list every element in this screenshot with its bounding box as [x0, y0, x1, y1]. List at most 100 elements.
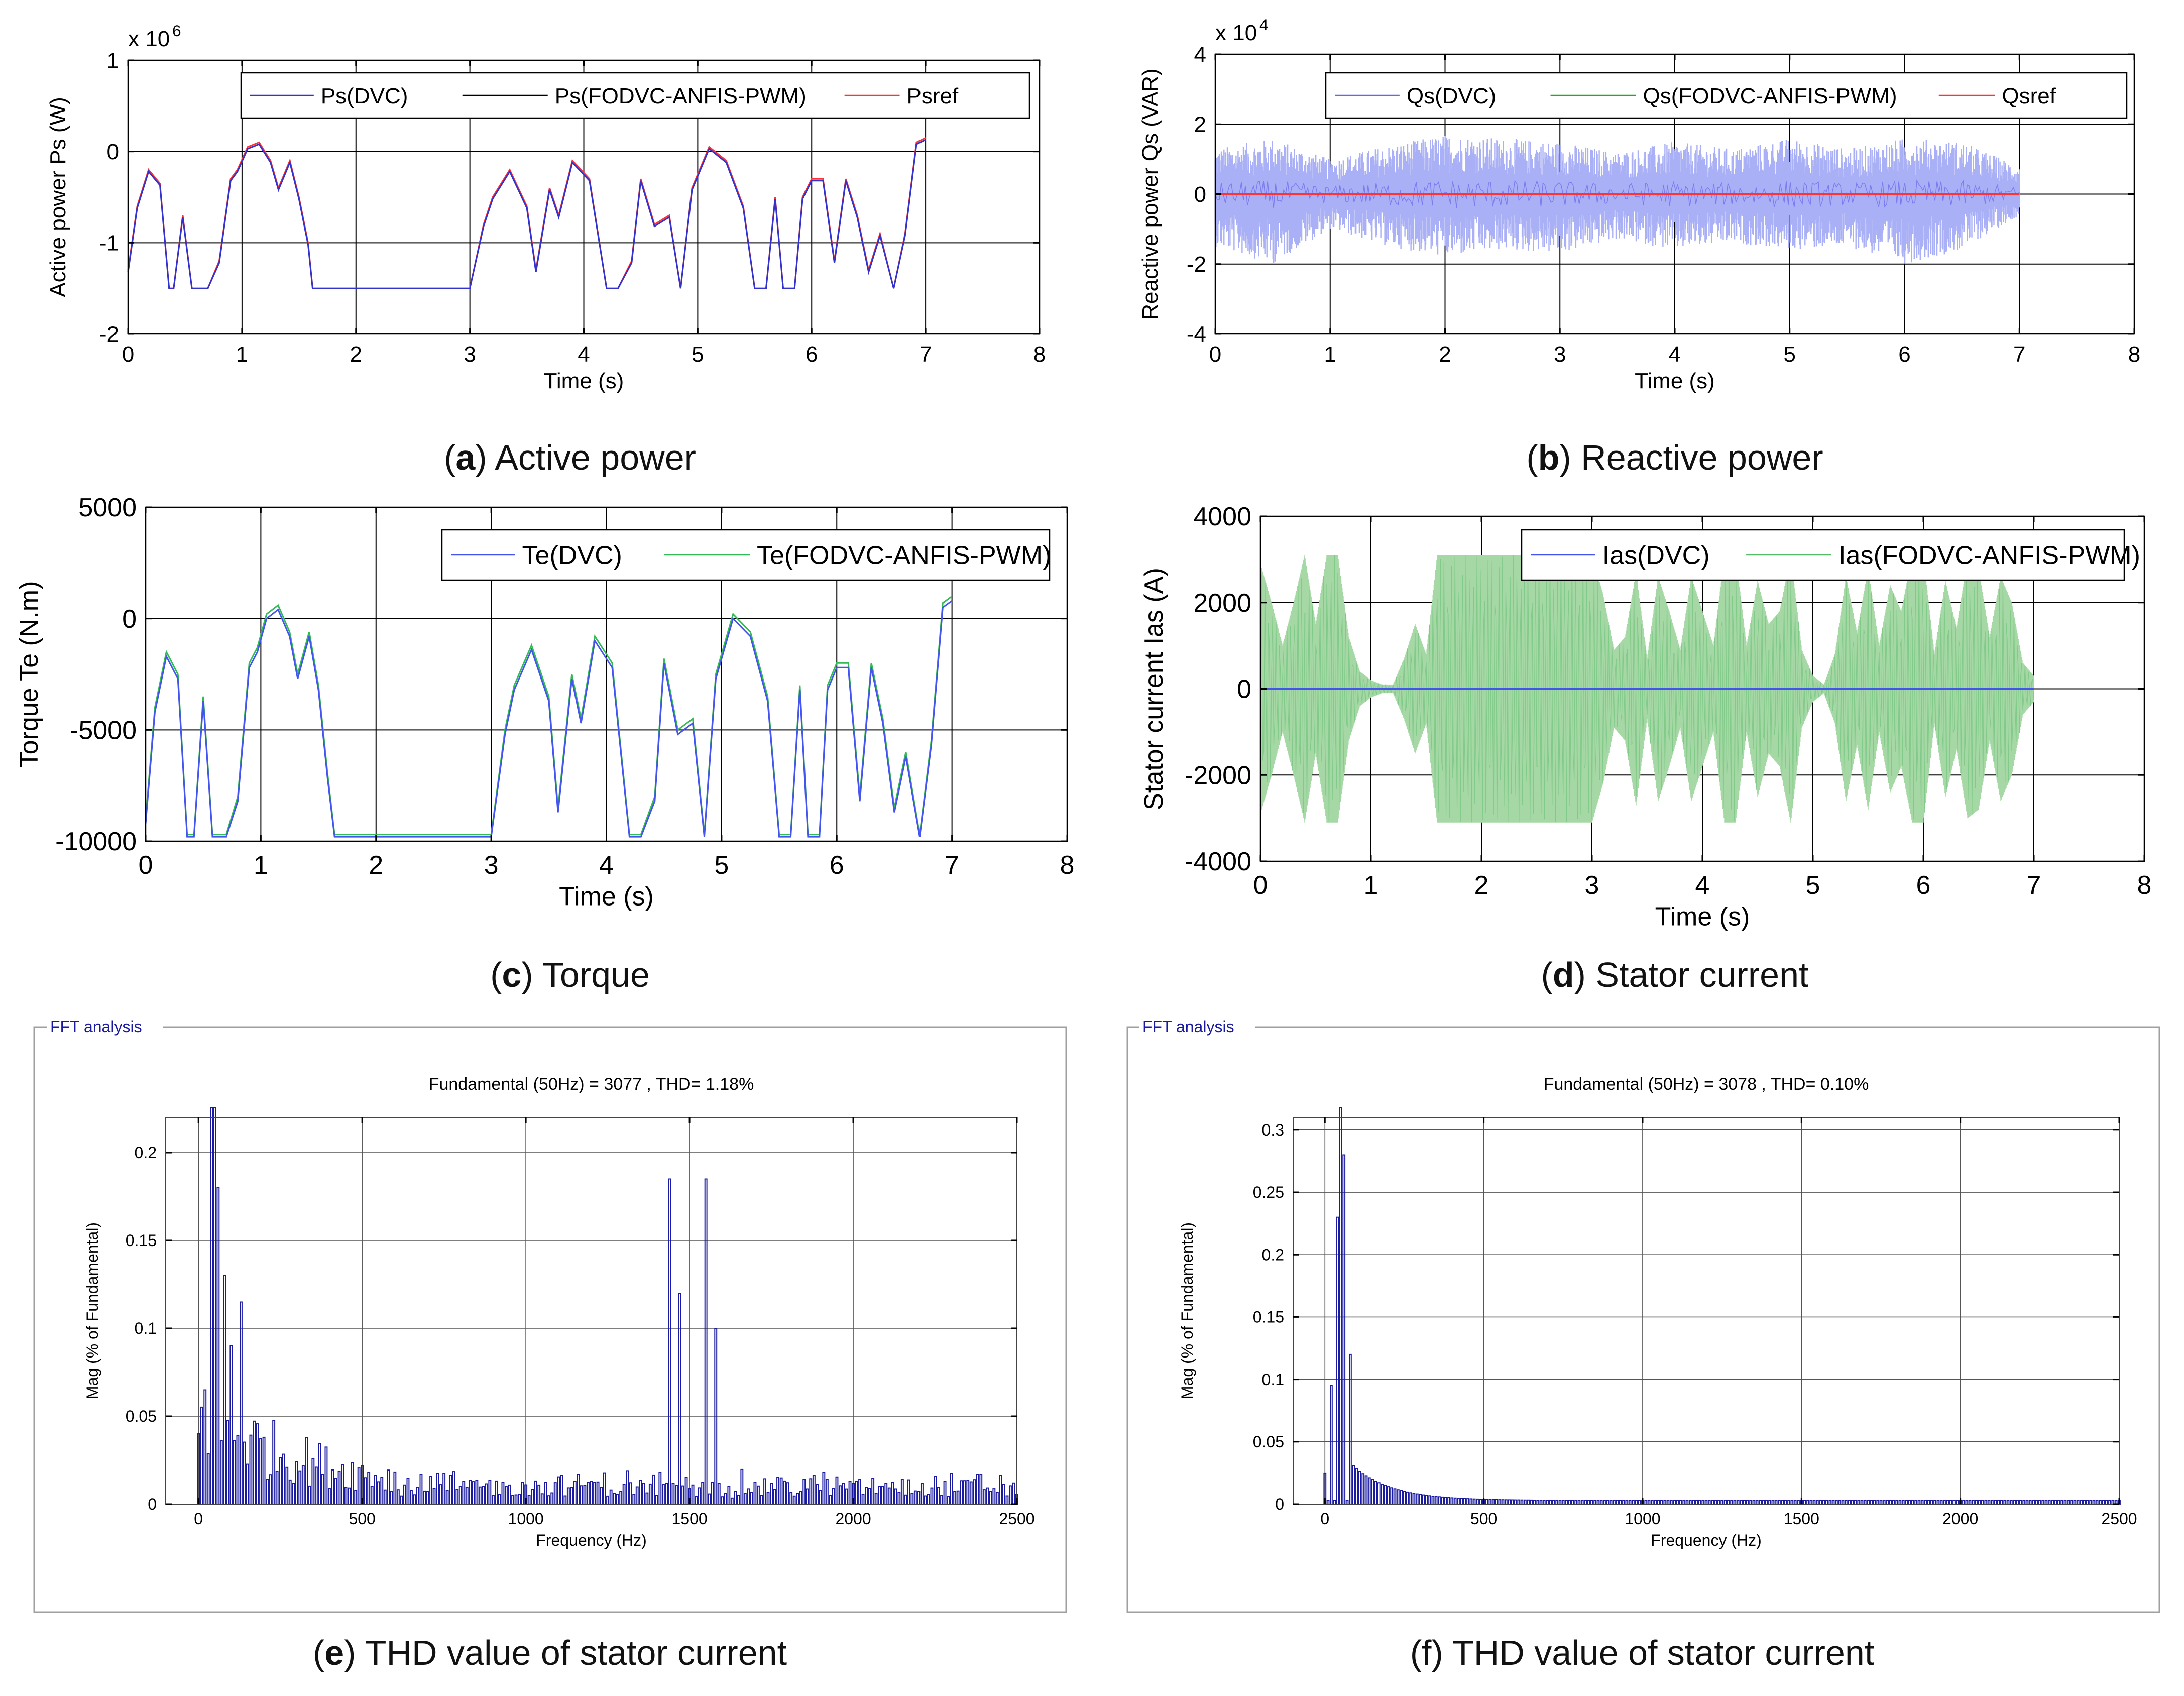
xtick-label-a-2: 2	[350, 342, 362, 367]
xtick-label-c-3: 3	[484, 851, 499, 880]
ytick-label-d-0: -4000	[1185, 847, 1251, 876]
xtick-label-f-4: 2000	[1942, 1510, 1978, 1528]
axes-frame-f	[1293, 1117, 2120, 1505]
fft-title-f: Fundamental (50Hz) = 3078 , THD= 0.10%	[1544, 1075, 1869, 1094]
xtick-label-a-7: 7	[919, 342, 932, 367]
ytick-label-e-2: 0.1	[135, 1319, 157, 1337]
xtick-label-e-5: 2500	[999, 1510, 1034, 1528]
x-axis-label-b: Time (s)	[1635, 369, 1715, 393]
legend-label-d-1: Ias(FODVC-ANFIS-PWM)	[1838, 541, 2140, 571]
ytick-label-f-5: 0.25	[1253, 1183, 1284, 1201]
xtick-label-e-0: 0	[194, 1510, 203, 1528]
x-axis-label-a: Time (s)	[544, 369, 624, 393]
caption-d: (d) Stator current	[1541, 955, 1809, 994]
ytick-label-a-1: -1	[99, 231, 119, 256]
ytick-label-e-3: 0.15	[126, 1231, 157, 1250]
ytick-label-c-0: -10000	[55, 827, 137, 856]
xtick-label-d-7: 7	[2027, 871, 2041, 900]
xtick-label-b-0: 0	[1209, 342, 1221, 367]
x-axis-label-f: Frequency (Hz)	[1651, 1531, 1762, 1549]
xtick-label-e-1: 500	[349, 1510, 375, 1528]
ytick-label-d-3: 2000	[1193, 589, 1251, 618]
ytick-label-d-2: 0	[1237, 675, 1251, 704]
xtick-label-c-7: 7	[945, 851, 959, 880]
fft-frame-e	[33, 1026, 1067, 1613]
caption-f: (f) THD value of stator current	[1410, 1633, 1875, 1672]
caption-a: (a) Active power	[444, 438, 696, 477]
panel-active-power: 0 1 2 3 4 5 6 7 8 -2 -1 0 1 Time (s) Active power Ps (…	[46, 22, 1046, 393]
exponent-label-b: x 10	[1215, 21, 1257, 45]
fft-frame-f	[1126, 1026, 2160, 1613]
ytick-label-b-3: 2	[1194, 112, 1206, 137]
ytick-label-f-0: 0	[1275, 1495, 1284, 1513]
ytick-label-e-1: 0.05	[126, 1407, 157, 1425]
x-axis-label-d: Time (s)	[1655, 902, 1750, 931]
plot-area-f	[1293, 1117, 2119, 1504]
xtick-label-c-1: 1	[254, 851, 268, 880]
xtick-label-c-6: 6	[830, 851, 844, 880]
xtick-label-a-6: 6	[806, 342, 818, 367]
xtick-label-a-3: 3	[464, 342, 476, 367]
axes-frame-e	[165, 1117, 1017, 1505]
xtick-label-b-2: 2	[1439, 342, 1451, 367]
y-axis-label-f: Mag (% of Fundamental)	[1178, 1222, 1196, 1399]
xtick-label-b-7: 7	[2013, 342, 2025, 367]
xtick-label-f-5: 2500	[2101, 1510, 2137, 1528]
caption-e: (e) THD value of stator current	[313, 1633, 787, 1672]
ytick-label-e-4: 0.2	[135, 1144, 157, 1162]
ytick-label-c-2: 0	[122, 605, 137, 634]
xtick-label-a-5: 5	[692, 342, 704, 367]
xtick-label-f-0: 0	[1320, 1510, 1329, 1528]
xtick-label-d-4: 4	[1695, 871, 1710, 900]
ytick-label-f-2: 0.1	[1262, 1371, 1284, 1389]
xtick-label-d-3: 3	[1585, 871, 1599, 900]
exponent-power-a: 6	[172, 22, 181, 40]
series-line-a-ps-dvc-	[127, 139, 926, 289]
panel-fft-dvc: 0 500 1000 1500 2000 2500 0 0.05 0.1 0.15 0.2 Frequ…	[47, 1017, 1035, 1549]
ytick-label-c-3: 5000	[78, 493, 137, 522]
xtick-label-c-5: 5	[714, 851, 729, 880]
x-axis-label-e: Frequency (Hz)	[536, 1531, 647, 1549]
ytick-label-a-2: 0	[107, 140, 119, 164]
series-line-d-ias-fodvc-anfis-pwm-	[1260, 555, 2034, 823]
xtick-label-e-2: 1000	[508, 1510, 544, 1528]
xtick-label-d-8: 8	[2137, 871, 2152, 900]
legend-label-b-0: Qs(DVC)	[1407, 84, 1496, 108]
y-axis-label-d: Stator current Ias (A)	[1139, 568, 1169, 810]
ytick-label-a-0: -2	[99, 322, 119, 347]
ytick-label-e-0: 0	[148, 1495, 157, 1513]
legend-label-a-1: Ps(FODVC-ANFIS-PWM)	[555, 84, 807, 108]
legend-label-b-2: Qsref	[2002, 84, 2056, 108]
caption-c: (c) Torque	[490, 955, 650, 994]
legend-label-a-2: Psref	[907, 84, 959, 108]
xtick-label-a-1: 1	[236, 342, 248, 367]
legend-label-d-0: Ias(DVC)	[1602, 541, 1710, 571]
panel-title-bg-f	[1139, 1017, 1255, 1038]
y-axis-label-b: Reactive power Qs (VAR)	[1138, 68, 1163, 319]
y-axis-label-c: Torque Te (N.m)	[15, 581, 44, 768]
panel-title-e: FFT analysis	[50, 1017, 142, 1036]
ytick-label-f-1: 0.05	[1253, 1433, 1284, 1451]
ytick-label-c-1: -5000	[70, 716, 137, 745]
xtick-label-d-6: 6	[1916, 871, 1931, 900]
xtick-label-d-5: 5	[1806, 871, 1820, 900]
caption-b: (b) Reactive power	[1526, 438, 1823, 477]
xtick-label-f-3: 1500	[1784, 1510, 1819, 1528]
xtick-label-b-5: 5	[1784, 342, 1796, 367]
ytick-label-f-4: 0.2	[1262, 1246, 1284, 1264]
panel-stator-current: 0 1 2 3 4 5 6 7 8 -4000 -2000 0 2000 4000 Time (s) Stat…	[1139, 502, 2151, 931]
ytick-label-b-0: -4	[1187, 322, 1206, 347]
xtick-label-d-1: 1	[1364, 871, 1378, 900]
xtick-label-c-4: 4	[599, 851, 614, 880]
xtick-label-f-2: 1000	[1625, 1510, 1660, 1528]
xtick-label-b-3: 3	[1554, 342, 1566, 367]
ytick-label-b-4: 4	[1194, 42, 1206, 67]
panel-title-f: FFT analysis	[1142, 1017, 1234, 1036]
series-line-c-te-dvc-	[145, 600, 953, 838]
ytick-label-d-1: -2000	[1185, 761, 1251, 790]
ytick-label-f-6: 0.3	[1262, 1121, 1284, 1139]
fft-title-e: Fundamental (50Hz) = 3077 , THD= 1.18%	[429, 1075, 754, 1094]
y-axis-label-a: Active power Ps (W)	[46, 97, 70, 297]
